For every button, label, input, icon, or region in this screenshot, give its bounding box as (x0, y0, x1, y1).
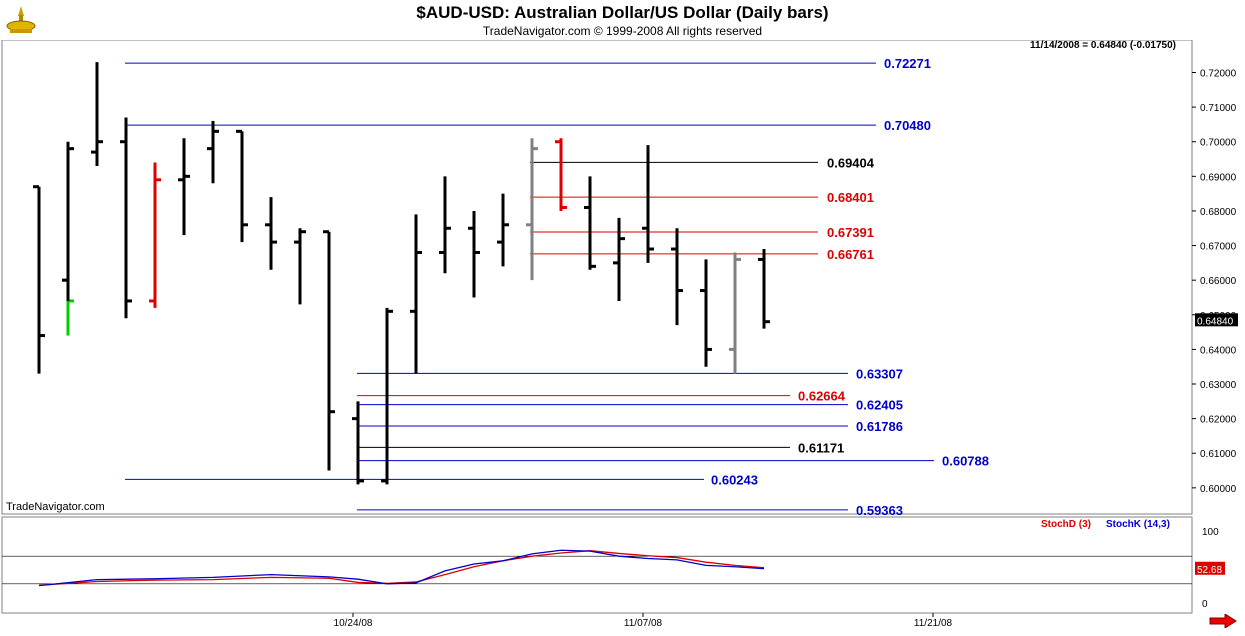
level-label: 0.68401 (827, 190, 874, 205)
level-label: 0.60243 (711, 472, 758, 487)
trade-navigator-logo-icon (6, 6, 36, 33)
scroll-right-arrow-icon[interactable] (1209, 614, 1237, 628)
stoch-value-label: 52.68 (1197, 565, 1222, 576)
y-tick-label: 0.63000 (1200, 380, 1237, 391)
stoch-y-tick-label: 100 (1202, 527, 1219, 538)
chart-title: $AUD-USD: Australian Dollar/US Dollar (D… (416, 3, 829, 22)
price-panel-frame (1, 39, 1193, 515)
y-tick-label: 0.67000 (1200, 242, 1237, 253)
last-price-label: 0.64840 (1197, 316, 1234, 327)
stoch-series-line (38, 549, 765, 587)
x-tick-label: 10/24/08 (334, 618, 373, 629)
level-label: 0.67391 (827, 225, 874, 240)
y-tick-label: 0.72000 (1200, 68, 1237, 79)
chart-header: $AUD-USD: Australian Dollar/US Dollar (D… (0, 0, 1245, 40)
y-tick-label: 0.68000 (1200, 207, 1237, 218)
legend-stochd: StochD (3) (1041, 519, 1091, 530)
y-tick-label: 0.62000 (1200, 415, 1237, 426)
level-label: 0.60788 (942, 454, 989, 469)
level-label: 0.70480 (884, 118, 931, 133)
level-label: 0.59363 (856, 503, 903, 518)
y-tick-label: 0.69000 (1200, 172, 1237, 183)
watermark-text: TradeNavigator.com (6, 501, 105, 513)
x-tick-label: 11/07/08 (624, 618, 663, 629)
level-label: 0.69404 (827, 155, 875, 170)
stoch-panel-frame (1, 516, 1193, 614)
level-label: 0.63307 (856, 366, 903, 381)
level-label: 0.66761 (827, 247, 874, 262)
legend-stochk: StochK (14,3) (1106, 519, 1170, 530)
y-tick-label: 0.70000 (1200, 138, 1237, 149)
chart-area: 0.72271 0.70480 0.69404 0.68401 0.67391 0.667… (0, 39, 1245, 631)
chart-subtitle: TradeNavigator.com © 1999-2008 All right… (482, 24, 763, 38)
y-tick-label: 0.66000 (1200, 276, 1237, 287)
level-label: 0.61786 (856, 419, 903, 434)
level-label: 0.72271 (884, 56, 931, 71)
info-line: 11/14/2008 = 0.64840 (-0.01750) (1030, 40, 1176, 51)
y-tick-label: 0.64000 (1200, 345, 1237, 356)
last-price-tag (1195, 313, 1238, 327)
stoch-value-tag (1195, 561, 1225, 575)
x-tick-label: 11/21/08 (914, 618, 953, 629)
level-label: 0.62405 (856, 398, 903, 413)
price-chart-svg: 0.72271 0.70480 0.69404 0.68401 0.67391 0.667… (1, 39, 1238, 629)
stoch-series-line (38, 550, 765, 586)
y-tick-label: 0.71000 (1200, 103, 1237, 114)
y-tick-label: 0.61000 (1200, 449, 1237, 460)
level-label: 0.62664 (798, 389, 846, 404)
level-label: 0.61171 (798, 440, 844, 455)
stoch-y-tick-label: 0 (1202, 599, 1208, 610)
y-tick-label: 0.60000 (1200, 484, 1237, 495)
